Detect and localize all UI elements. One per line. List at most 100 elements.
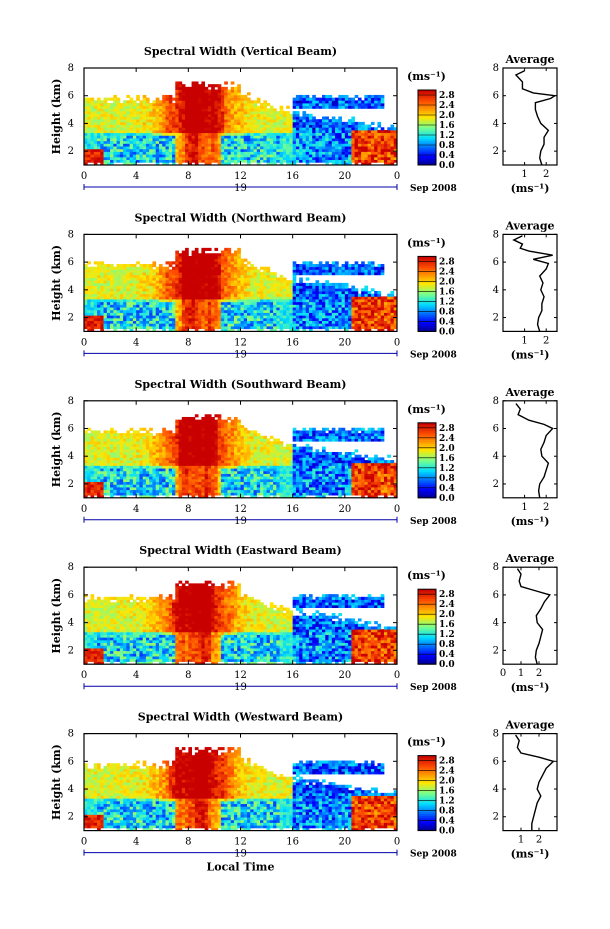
heatmap-cell bbox=[145, 307, 150, 311]
heatmap-cell bbox=[308, 113, 313, 117]
heatmap-cell bbox=[136, 119, 140, 123]
heatmap-cell bbox=[263, 307, 267, 311]
heatmap-cell bbox=[217, 290, 222, 295]
heatmap-cell bbox=[158, 127, 163, 131]
heatmap-cell bbox=[123, 290, 127, 295]
heatmap-cell bbox=[351, 143, 356, 147]
heatmap-cell bbox=[335, 135, 339, 139]
heatmap-cell bbox=[276, 309, 281, 313]
heatmap-cell bbox=[119, 277, 124, 281]
heatmap-cell bbox=[84, 315, 88, 319]
heatmap-cell bbox=[247, 140, 251, 144]
heatmap-cell bbox=[351, 140, 356, 144]
heatmap-cell bbox=[97, 113, 101, 117]
heatmap-cell bbox=[207, 92, 212, 96]
heatmap-cell bbox=[393, 315, 398, 319]
heatmap-cell bbox=[357, 304, 362, 308]
heatmap-cell bbox=[158, 108, 163, 112]
heatmap-cell bbox=[224, 293, 228, 297]
heatmap-cell bbox=[253, 315, 258, 319]
heatmap-cell bbox=[116, 272, 121, 276]
heatmap-cell bbox=[87, 121, 91, 125]
colorbar-swatch bbox=[418, 267, 436, 270]
heatmap-cell bbox=[191, 285, 196, 289]
heatmap-cell bbox=[367, 143, 372, 147]
heatmap-cell bbox=[354, 154, 359, 158]
heatmap-cell bbox=[217, 132, 222, 136]
heatmap-cell bbox=[113, 293, 117, 297]
heatmap-cell bbox=[305, 272, 310, 276]
heatmap-cell bbox=[90, 154, 95, 158]
heatmap-cell bbox=[110, 103, 114, 107]
heatmap-cell bbox=[230, 272, 235, 276]
heatmap-cell bbox=[292, 282, 297, 286]
heatmap-cell bbox=[84, 148, 88, 152]
heatmap-cell bbox=[364, 162, 369, 166]
heatmap-cell bbox=[126, 119, 131, 123]
heatmap-cell bbox=[302, 269, 307, 273]
heatmap-cell bbox=[162, 288, 166, 292]
heatmap-cell bbox=[240, 116, 245, 120]
heatmap-cell bbox=[322, 156, 326, 161]
heatmap-cell bbox=[387, 323, 391, 327]
heatmap-cell bbox=[204, 315, 209, 319]
heatmap-cell bbox=[266, 143, 271, 147]
heatmap-cell bbox=[198, 323, 202, 327]
heatmap-cell bbox=[90, 481, 95, 485]
heatmap-cell bbox=[377, 301, 382, 305]
heatmap-cell bbox=[305, 129, 310, 134]
heatmap-cell bbox=[315, 148, 320, 152]
heatmap-cell bbox=[351, 138, 356, 142]
heatmap-cell bbox=[152, 299, 157, 303]
heatmap-cell bbox=[178, 105, 183, 109]
heatmap-cell bbox=[263, 282, 267, 286]
heatmap-cell bbox=[110, 129, 114, 134]
heatmap-cell bbox=[344, 154, 349, 158]
heatmap-cell bbox=[305, 116, 310, 120]
heatmap-cell bbox=[247, 135, 251, 139]
colorbar-swatch bbox=[418, 101, 436, 104]
heatmap-cell bbox=[194, 317, 199, 322]
heatmap-cell bbox=[145, 328, 150, 332]
heatmap-cell bbox=[364, 293, 369, 297]
heatmap-cell bbox=[201, 299, 206, 303]
heatmap-cell bbox=[188, 285, 192, 289]
heatmap-cell bbox=[256, 124, 261, 128]
heatmap-cell bbox=[286, 293, 290, 297]
heatmap-cell bbox=[93, 113, 98, 117]
heatmap-cell bbox=[145, 320, 150, 324]
heatmap-cell bbox=[194, 315, 199, 319]
heatmap-cell bbox=[181, 84, 186, 88]
heatmap-cell bbox=[276, 312, 281, 316]
heatmap-cell bbox=[136, 296, 140, 300]
heatmap-cell bbox=[194, 156, 199, 161]
heatmap-cell bbox=[328, 103, 333, 107]
heatmap-cell bbox=[136, 116, 140, 120]
heatmap-cell bbox=[155, 105, 160, 109]
heatmap-cell bbox=[289, 282, 294, 286]
heatmap-cell bbox=[217, 162, 222, 166]
heatmap-cell bbox=[194, 328, 199, 332]
heatmap-cell bbox=[123, 264, 127, 268]
heatmap-cell bbox=[351, 301, 356, 305]
heatmap-cell bbox=[119, 307, 124, 311]
heatmap-cell bbox=[217, 94, 222, 99]
heatmap-cell bbox=[129, 143, 134, 147]
heatmap-cell bbox=[318, 288, 323, 292]
heatmap-cell bbox=[383, 312, 388, 316]
heatmap-cell bbox=[224, 89, 228, 93]
heatmap-cell bbox=[97, 129, 101, 134]
heatmap-cell bbox=[370, 269, 375, 273]
heatmap-cell bbox=[312, 129, 316, 134]
heatmap-cell bbox=[243, 299, 248, 303]
heatmap-cell bbox=[328, 309, 333, 313]
heatmap-cell bbox=[158, 304, 163, 308]
heatmap-cell bbox=[263, 143, 267, 147]
heatmap-cell bbox=[149, 269, 153, 273]
heatmap-cell bbox=[178, 328, 183, 332]
heatmap-cell bbox=[168, 309, 173, 313]
heatmap-cell bbox=[106, 433, 111, 437]
heatmap-cell bbox=[357, 103, 362, 107]
colorbar-swatch bbox=[418, 161, 436, 164]
heatmap-cell bbox=[256, 156, 261, 161]
